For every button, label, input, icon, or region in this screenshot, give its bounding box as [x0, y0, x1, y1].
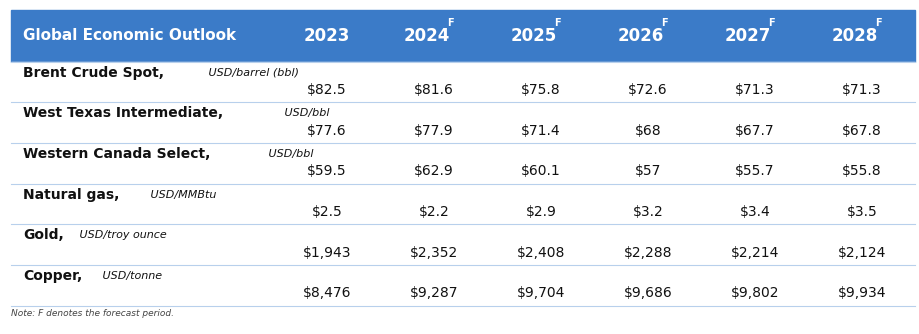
Text: $2,124: $2,124: [837, 246, 885, 260]
Text: $67.8: $67.8: [841, 124, 880, 138]
Text: $9,802: $9,802: [730, 287, 778, 300]
Text: F: F: [874, 18, 880, 28]
Text: $3.5: $3.5: [845, 205, 877, 219]
Text: $67.7: $67.7: [734, 124, 774, 138]
Text: USD/MMBtu: USD/MMBtu: [147, 190, 217, 200]
Text: 2028: 2028: [831, 27, 877, 45]
Text: F: F: [447, 18, 453, 28]
Text: Natural gas,: Natural gas,: [23, 188, 119, 202]
Text: $2,214: $2,214: [730, 246, 778, 260]
Text: Note: F denotes the forecast period.: Note: F denotes the forecast period.: [11, 309, 174, 318]
Text: 2023: 2023: [303, 27, 349, 45]
Text: F: F: [661, 18, 667, 28]
Text: $75.8: $75.8: [520, 83, 560, 97]
Text: $62.9: $62.9: [414, 164, 453, 178]
Text: $3.4: $3.4: [739, 205, 769, 219]
Text: $55.7: $55.7: [734, 164, 774, 178]
Text: USD/barrel (bbl): USD/barrel (bbl): [205, 68, 299, 78]
Text: Copper,: Copper,: [23, 269, 82, 283]
Text: $2.9: $2.9: [525, 205, 556, 219]
Text: $82.5: $82.5: [307, 83, 346, 97]
Text: Brent Crude Spot,: Brent Crude Spot,: [23, 66, 164, 80]
Text: $9,934: $9,934: [836, 287, 885, 300]
Text: Gold,: Gold,: [23, 228, 63, 242]
Text: 2025: 2025: [510, 27, 556, 45]
Text: Western Canada Select,: Western Canada Select,: [23, 147, 210, 161]
Text: $55.8: $55.8: [841, 164, 880, 178]
Text: $68: $68: [634, 124, 661, 138]
Text: $77.9: $77.9: [414, 124, 453, 138]
Text: $71.3: $71.3: [841, 83, 880, 97]
Text: USD/bbl: USD/bbl: [265, 149, 313, 159]
Text: $60.1: $60.1: [520, 164, 560, 178]
Text: $3.2: $3.2: [631, 205, 663, 219]
Text: $1,943: $1,943: [302, 246, 351, 260]
Text: $81.6: $81.6: [414, 83, 453, 97]
Text: $77.6: $77.6: [307, 124, 346, 138]
Text: $71.3: $71.3: [734, 83, 774, 97]
Text: $2,288: $2,288: [623, 246, 672, 260]
Text: $59.5: $59.5: [307, 164, 346, 178]
Text: $71.4: $71.4: [520, 124, 560, 138]
Text: 2026: 2026: [617, 27, 663, 45]
Text: $9,704: $9,704: [516, 287, 564, 300]
Text: $2,408: $2,408: [516, 246, 564, 260]
Text: USD/tonne: USD/tonne: [99, 271, 163, 281]
Text: $2,352: $2,352: [409, 246, 458, 260]
Text: $9,287: $9,287: [409, 287, 458, 300]
Text: $8,476: $8,476: [302, 287, 351, 300]
Text: $72.6: $72.6: [628, 83, 667, 97]
Text: $9,686: $9,686: [623, 287, 672, 300]
Text: West Texas Intermediate,: West Texas Intermediate,: [23, 106, 223, 120]
Text: $2.2: $2.2: [418, 205, 448, 219]
Text: 2024: 2024: [403, 27, 449, 45]
Text: USD/troy ounce: USD/troy ounce: [75, 230, 166, 240]
Text: 2027: 2027: [723, 27, 770, 45]
Text: USD/bbl: USD/bbl: [281, 108, 329, 118]
Text: $57: $57: [634, 164, 661, 178]
Text: F: F: [767, 18, 774, 28]
Text: Global Economic Outlook: Global Economic Outlook: [23, 28, 236, 43]
Text: $2.5: $2.5: [312, 205, 342, 219]
Text: F: F: [553, 18, 560, 28]
